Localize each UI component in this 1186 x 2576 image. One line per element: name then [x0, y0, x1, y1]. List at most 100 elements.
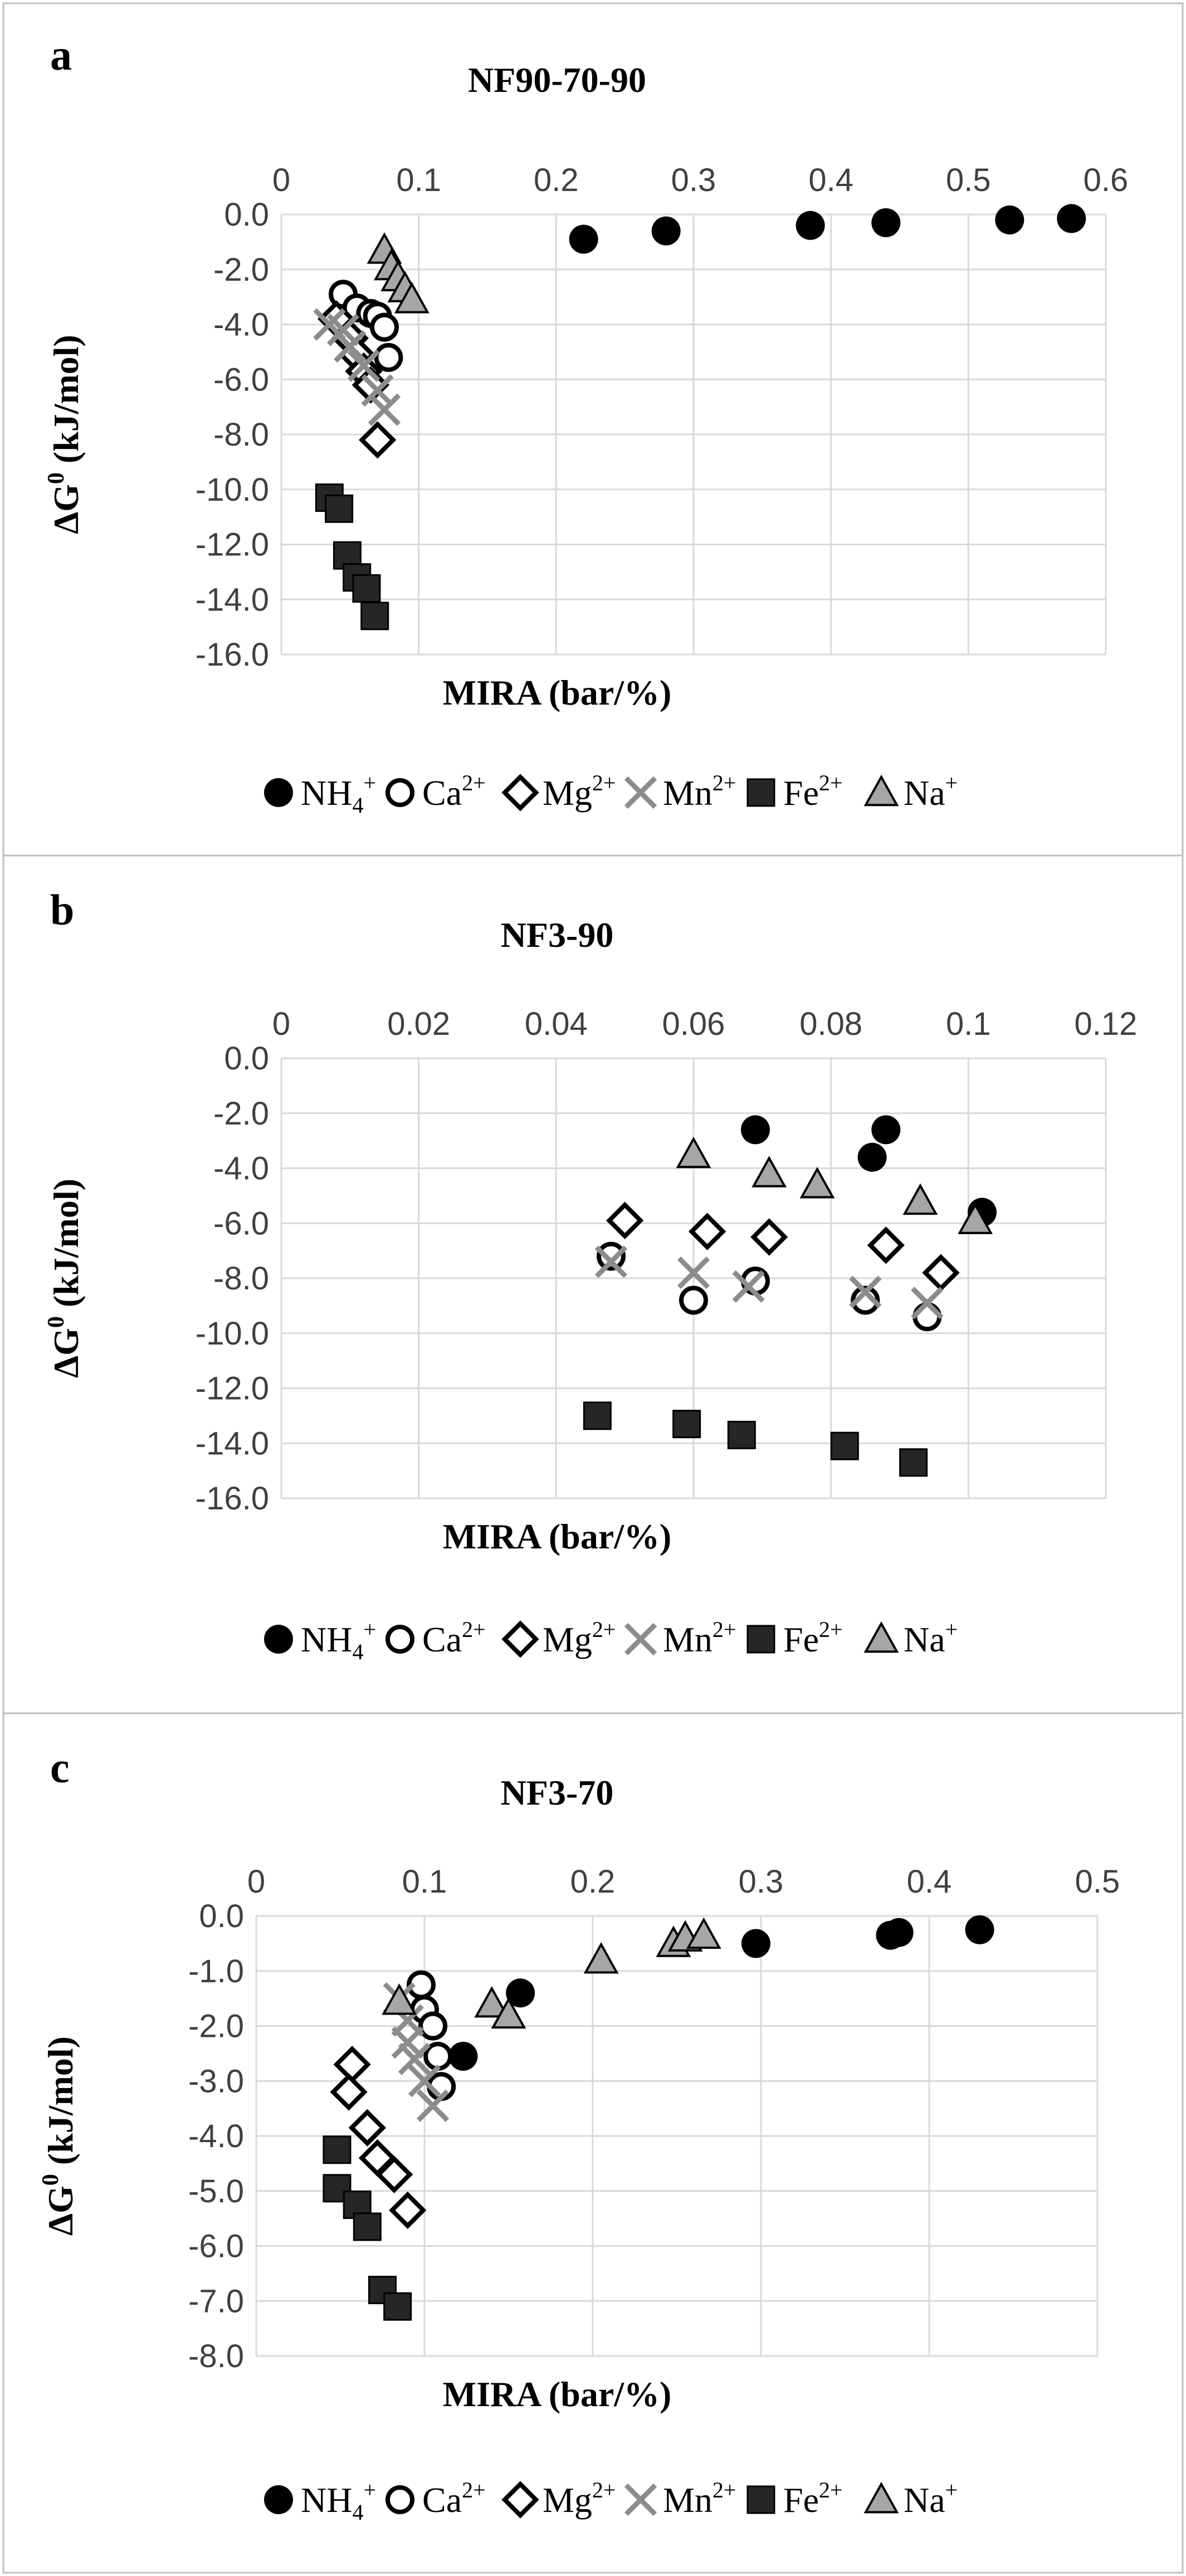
data-point [569, 224, 598, 254]
y-tick-label: -16.0 [196, 1480, 269, 1517]
x-tick-label: 0 [247, 1864, 265, 1900]
legend-entry-label: Ca2+ [422, 2477, 486, 2520]
data-point [741, 1929, 770, 1958]
x-tick-label: 0.6 [1083, 162, 1129, 198]
y-axis-title: ΔG0 (kJ/mol) [38, 2036, 80, 2236]
data-point [325, 494, 354, 523]
x-tick-label: 0.2 [570, 1864, 616, 1900]
series-mg2 [606, 1201, 960, 1292]
data-point [359, 421, 397, 459]
y-tick-label: -6.0 [188, 2228, 244, 2265]
data-point [851, 1285, 880, 1315]
series-fe2 [315, 483, 389, 630]
data-point [1057, 204, 1086, 233]
panel-label: a [50, 31, 72, 79]
legend-marker [385, 1625, 414, 1654]
legend-marker [624, 776, 657, 809]
data-point [606, 1201, 644, 1239]
legend-entry-label: NH4+ [301, 2477, 376, 2525]
data-point [871, 1115, 901, 1145]
data-point [849, 1275, 882, 1308]
legend-entry-label: Na+ [904, 770, 958, 813]
legend-entry-label: Na+ [904, 1617, 958, 1659]
data-point [594, 1245, 628, 1278]
legend-marker [264, 778, 293, 807]
legend-marker [501, 774, 539, 812]
legend: NH4+ Ca2+ Mg2+ Mn2+ Fe2+ Na+ [264, 770, 958, 818]
data-point [583, 1942, 619, 1974]
data-point [651, 216, 681, 246]
data-point [348, 2109, 386, 2147]
data-point [374, 343, 403, 372]
data-point [391, 2026, 424, 2059]
data-point [506, 1978, 535, 2008]
series-mn2 [313, 308, 401, 426]
y-tick-label: -4.0 [213, 1151, 269, 1187]
chart-title: NF3-70 [501, 1773, 614, 1812]
data-point [370, 312, 399, 342]
data-point [867, 1226, 905, 1264]
y-tick-label: -14.0 [196, 1425, 269, 1461]
x-tick-label: 0 [272, 162, 290, 198]
series-fe2 [323, 2135, 412, 2321]
data-point [361, 374, 394, 407]
data-point [795, 211, 825, 240]
x-axis-title: MIRA (bar/%) [443, 1517, 672, 1556]
y-tick-label: -6.0 [213, 361, 269, 398]
chart-title: NF90-70-90 [468, 60, 646, 100]
x-tick-label: 0.4 [907, 1864, 952, 1900]
data-point [474, 1986, 510, 2018]
legend-entry-label: Ca2+ [422, 1617, 486, 1659]
data-point [727, 1420, 756, 1449]
data-point [491, 1997, 526, 2029]
data-point [750, 1218, 788, 1256]
data-point [330, 2073, 368, 2111]
data-point [922, 1254, 960, 1292]
panel-border [2, 854, 1184, 1714]
data-point [672, 1410, 701, 1439]
y-tick-label: -4.0 [188, 2118, 244, 2154]
y-tick-label: -12.0 [196, 527, 269, 563]
x-tick-label: 0.02 [387, 1006, 450, 1042]
data-point [423, 2041, 453, 2071]
data-point [360, 602, 389, 630]
legend-marker [501, 1620, 539, 1658]
data-point [408, 2065, 441, 2098]
x-tick-label: 0.04 [525, 1006, 588, 1042]
data-point [995, 205, 1024, 234]
x-tick-label: 0.06 [662, 1006, 725, 1042]
data-point [353, 2212, 382, 2241]
series-nh4 [448, 1915, 994, 2071]
legend-marker [385, 778, 414, 807]
x-tick-label: 0.3 [671, 162, 716, 198]
data-point [902, 1183, 938, 1215]
data-point [799, 1167, 835, 1199]
data-point [741, 1115, 770, 1145]
data-point [686, 1917, 721, 1949]
data-point [597, 1241, 626, 1271]
x-tick-label: 0.4 [808, 162, 853, 198]
legend-marker [624, 1622, 657, 1656]
panel-border [2, 2, 1184, 857]
legend-entry-label: Na+ [904, 2477, 958, 2520]
y-tick-label: -3.0 [188, 2063, 244, 2099]
data-point [333, 2045, 371, 2084]
x-axis-title: MIRA (bar/%) [443, 2374, 672, 2414]
data-point [326, 314, 360, 346]
chart-title: NF3-90 [501, 915, 614, 955]
data-point [389, 2191, 427, 2229]
data-point [958, 1203, 993, 1234]
legend-entry-label: Mn2+ [663, 1617, 736, 1659]
y-tick-label: -1.0 [188, 1953, 244, 1990]
x-tick-label: 0.2 [534, 162, 579, 198]
y-tick-label: -10.0 [196, 1316, 269, 1352]
data-point [689, 1213, 726, 1250]
y-tick-label: -8.0 [213, 417, 269, 453]
legend-marker [264, 2485, 293, 2514]
legend-entry-label: Mg2+ [543, 2477, 616, 2520]
legend-entry-label: Ca2+ [422, 770, 486, 813]
series-mn2 [594, 1245, 944, 1319]
y-tick-label: -8.0 [213, 1260, 269, 1297]
chart-panel-c: 0 0.1 0.2 0.3 0.4 0.5 0.0 -1.0 -2.0 -3.0 -4.0 -5.0 -… [2, 1712, 1184, 2574]
x-tick-label: 0.1 [946, 1006, 991, 1042]
